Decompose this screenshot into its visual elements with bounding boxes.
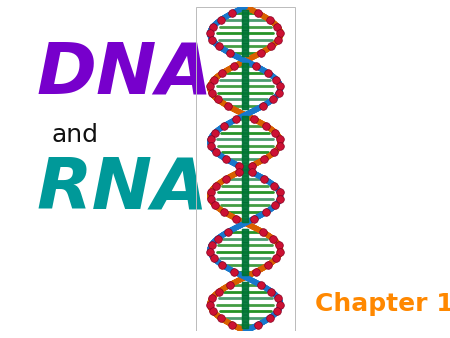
Bar <box>196 7 295 331</box>
Text: RNA: RNA <box>36 155 208 224</box>
Text: Chapter 12: Chapter 12 <box>315 292 450 316</box>
Text: DNA: DNA <box>36 40 212 109</box>
Text: and: and <box>52 123 99 147</box>
